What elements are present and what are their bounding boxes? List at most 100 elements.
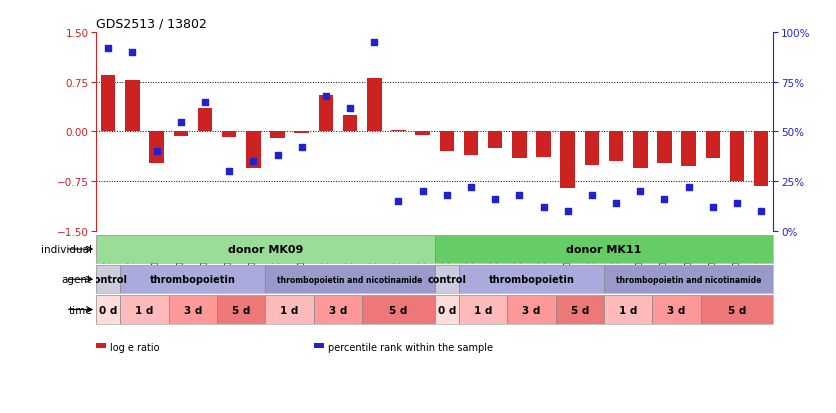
Bar	[435, 235, 773, 263]
Text: thrombopoietin and nicotinamide: thrombopoietin and nicotinamide	[616, 275, 762, 284]
Text: donor MK09: donor MK09	[227, 244, 303, 254]
Point	[561, 208, 574, 215]
Point	[755, 208, 768, 215]
Bar	[362, 296, 435, 324]
Text: 3 d: 3 d	[522, 305, 541, 315]
Bar	[459, 266, 604, 294]
Bar	[391, 131, 405, 132]
Point	[682, 184, 696, 191]
Bar	[246, 132, 261, 169]
Text: 5 d: 5 d	[728, 305, 747, 315]
Bar	[120, 296, 169, 324]
Point	[150, 149, 163, 155]
Point	[488, 196, 502, 203]
Bar	[609, 132, 624, 162]
Text: donor MK11: donor MK11	[566, 244, 642, 254]
Point	[609, 200, 623, 207]
Bar	[701, 296, 773, 324]
Bar	[435, 266, 459, 294]
Bar	[730, 132, 744, 182]
Bar	[270, 132, 285, 139]
Text: 5 d: 5 d	[390, 305, 408, 315]
Text: percentile rank within the sample: percentile rank within the sample	[328, 342, 492, 352]
Point	[464, 184, 477, 191]
Text: 0 d: 0 d	[99, 305, 117, 315]
Point	[392, 198, 405, 205]
Text: 1 d: 1 d	[619, 305, 637, 315]
Bar	[96, 266, 120, 294]
Text: GDS2513 / 13802: GDS2513 / 13802	[96, 17, 207, 31]
Text: 3 d: 3 d	[184, 305, 202, 315]
Point	[344, 105, 357, 112]
Bar	[657, 132, 672, 164]
Text: individual: individual	[41, 244, 92, 254]
Point	[658, 196, 671, 203]
Point	[368, 40, 381, 46]
Bar	[415, 132, 430, 135]
Text: 3 d: 3 d	[667, 305, 686, 315]
Point	[731, 200, 744, 207]
Point	[247, 159, 260, 165]
Bar	[125, 81, 140, 132]
Bar	[507, 296, 556, 324]
Text: 3 d: 3 d	[329, 305, 347, 315]
Point	[174, 119, 187, 126]
Point	[222, 169, 236, 175]
Bar	[488, 132, 502, 149]
Bar	[319, 96, 333, 132]
Bar	[652, 296, 701, 324]
Bar	[169, 296, 217, 324]
Point	[295, 145, 308, 151]
Bar	[584, 132, 599, 165]
Bar	[367, 79, 381, 132]
Bar	[266, 296, 314, 324]
Point	[125, 50, 139, 56]
Bar	[294, 132, 309, 134]
Text: thrombopoietin: thrombopoietin	[150, 275, 236, 285]
Bar	[96, 296, 120, 324]
Point	[512, 192, 526, 199]
Point	[440, 192, 453, 199]
Bar	[604, 266, 773, 294]
Bar	[537, 132, 551, 157]
Bar	[197, 109, 212, 132]
Bar	[464, 132, 478, 155]
Text: 1 d: 1 d	[280, 305, 298, 315]
Text: control: control	[427, 275, 466, 285]
Bar	[633, 132, 648, 169]
Bar	[222, 132, 237, 138]
Text: log e ratio: log e ratio	[110, 342, 160, 352]
Point	[198, 99, 212, 106]
Text: control: control	[89, 275, 128, 285]
Bar	[754, 132, 768, 186]
Point	[416, 188, 430, 195]
Bar	[96, 235, 435, 263]
Bar	[314, 296, 362, 324]
Text: time: time	[69, 305, 92, 315]
Text: 5 d: 5 d	[232, 305, 251, 315]
Text: thrombopoietin: thrombopoietin	[488, 275, 574, 285]
Point	[271, 153, 284, 159]
Bar	[266, 266, 435, 294]
Bar	[174, 132, 188, 137]
Text: agent: agent	[62, 275, 92, 285]
Bar	[343, 116, 357, 132]
Bar	[604, 296, 652, 324]
Point	[585, 192, 599, 199]
Bar	[681, 132, 696, 166]
Point	[706, 204, 720, 211]
Bar	[120, 266, 266, 294]
Point	[537, 204, 550, 211]
Point	[634, 188, 647, 195]
Text: 1 d: 1 d	[135, 305, 154, 315]
Text: 5 d: 5 d	[571, 305, 589, 315]
Bar	[560, 132, 575, 188]
Bar	[435, 296, 459, 324]
Text: 1 d: 1 d	[474, 305, 492, 315]
Bar	[440, 132, 454, 152]
Text: thrombopoietin and nicotinamide: thrombopoietin and nicotinamide	[278, 275, 423, 284]
Bar	[150, 132, 164, 164]
Bar	[556, 296, 604, 324]
Bar	[101, 76, 115, 132]
Point	[319, 93, 333, 100]
